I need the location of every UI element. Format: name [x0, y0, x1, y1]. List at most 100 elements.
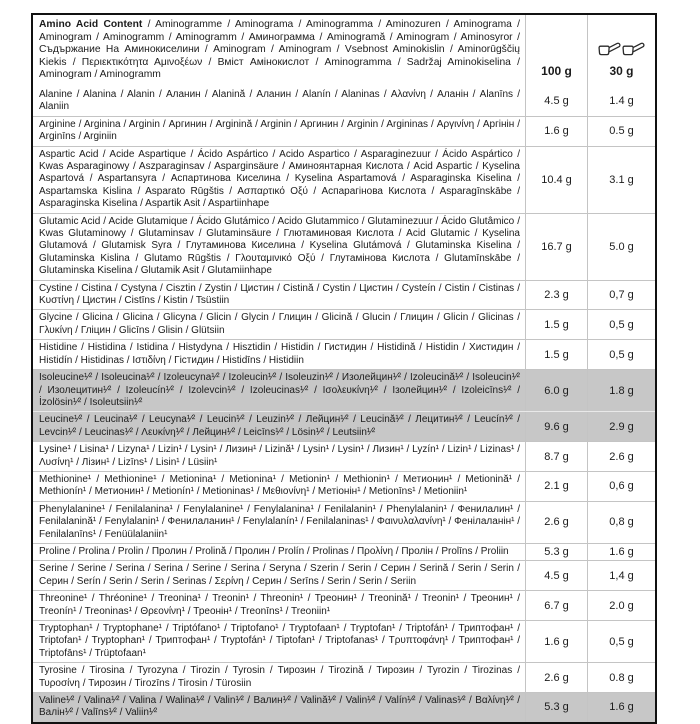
value-per-30g: 1.6 g	[587, 543, 655, 561]
column-header-100g-label: 100 g	[541, 63, 572, 78]
table-row: Serine / Serine / Serina / Serina / Seri…	[33, 560, 655, 591]
table-row: Threonine¹ / Thréonine¹ / Treonina¹ / Tr…	[33, 590, 655, 620]
value-per-30g: 0,5 g	[587, 340, 655, 370]
value-per-100g: 1.5 g	[525, 340, 587, 370]
column-header-100g: 100 g	[525, 15, 587, 87]
scoop-icon	[622, 39, 645, 58]
amino-acid-names-cell: Arginine / Arginina / Arginin / Аргинин …	[33, 117, 525, 146]
amino-acid-names: Phenylalanine¹ / Fenilalanina¹ / Fenylal…	[39, 503, 520, 540]
value-per-100g: 2.6 g	[525, 663, 587, 693]
amino-acid-names: Glutamic Acid / Acide Glutamique / Ácido…	[39, 215, 520, 277]
table-row: Alanine / Alanina / Alanin / Аланин / Al…	[33, 86, 655, 116]
amino-acid-names-cell: Glycine / Glicina / Glicina / Glicyna / …	[33, 310, 525, 339]
table-body: Alanine / Alanina / Alanin / Аланин / Al…	[33, 86, 655, 722]
amino-acid-names: Methionine¹ / Methionine¹ / Metionina¹ /…	[39, 473, 520, 498]
value-per-30g: 1,4 g	[587, 561, 655, 591]
table-row: Glutamic Acid / Acide Glutamique / Ácido…	[33, 212, 655, 280]
amino-acid-names: Leucine¹⁄² / Leucina¹⁄² / Leucyna¹⁄² / L…	[39, 414, 520, 438]
amino-acid-names: Proline / Prolina / Prolin / Пролин / Pr…	[39, 545, 509, 557]
table-title-bold: Amino Acid Content	[39, 19, 143, 30]
amino-acid-names-cell: Cystine / Cistina / Cystyna / Cisztin / …	[33, 281, 525, 310]
value-per-100g: 9.6 g	[525, 412, 587, 442]
value-per-30g: 3.1 g	[587, 146, 655, 213]
table-title-translations: / Aminogramme / Aminograma / Aminogramma…	[39, 19, 520, 81]
value-per-100g: 4.5 g	[525, 86, 587, 116]
table-row: Phenylalanine¹ / Fenilalanina¹ / Fenylal…	[33, 500, 655, 543]
amino-acid-names-cell: Glutamic Acid / Acide Glutamique / Ácido…	[33, 214, 525, 280]
table-row: Leucine¹⁄² / Leucina¹⁄² / Leucyna¹⁄² / L…	[33, 411, 655, 442]
value-per-100g: 2.3 g	[525, 280, 587, 310]
value-per-30g: 2.6 g	[587, 442, 655, 471]
value-per-30g: 1.8 g	[587, 370, 655, 412]
amino-acid-names: Alanine / Alanina / Alanin / Аланин / Al…	[39, 88, 520, 113]
table-row: Glycine / Glicina / Glicina / Glicyna / …	[33, 309, 655, 340]
value-per-100g: 8.7 g	[525, 442, 587, 471]
value-per-30g: 0.5 g	[587, 116, 655, 146]
value-per-30g: 0,6 g	[587, 471, 655, 501]
table-row: Isoleucine¹⁄² / Isoleucina¹⁄² / Izoleucy…	[33, 369, 655, 412]
value-per-30g: 1.4 g	[587, 86, 655, 116]
amino-acid-names-cell: Lysine¹ / Lisina¹ / Lizyna¹ / Lizin¹ / L…	[33, 442, 525, 471]
value-per-100g: 5.3 g	[525, 693, 587, 722]
amino-acid-names-cell: Proline / Prolina / Prolin / Пролин / Pr…	[33, 544, 525, 560]
amino-acid-names-cell: Histidine / Histidina / Istidina / Histy…	[33, 340, 525, 369]
amino-acid-names-cell: Tyrosine / Tirosina / Tyrozyna / Tirozin…	[33, 663, 525, 692]
column-header-30g-label: 30 g	[609, 63, 634, 78]
value-per-30g: 1.6 g	[587, 693, 655, 722]
value-per-30g: 0,5 g	[587, 621, 655, 663]
table-header-row: Amino Acid Content / Aminogramme / Amino…	[33, 15, 655, 87]
value-per-100g: 2.1 g	[525, 471, 587, 501]
value-per-100g: 10.4 g	[525, 146, 587, 213]
value-per-30g: 0.8 g	[587, 663, 655, 693]
table-row: Arginine / Arginina / Arginin / Аргинин …	[33, 115, 655, 146]
amino-acid-names: Arginine / Arginina / Arginin / Аргинин …	[39, 118, 520, 143]
value-per-30g: 0,8 g	[587, 501, 655, 543]
table-row: Tryptophan¹ / Tryptophane¹ / Triptófano¹…	[33, 620, 655, 663]
amino-acid-names-cell: Tryptophan¹ / Tryptophane¹ / Triptófano¹…	[33, 621, 525, 662]
table-row: Aspartic Acid / Acide Aspartique / Ácido…	[33, 145, 655, 213]
amino-acid-names-cell: Alanine / Alanina / Alanin / Аланин / Al…	[33, 87, 525, 116]
value-per-100g: 16.7 g	[525, 213, 587, 280]
value-per-30g: 2.9 g	[587, 412, 655, 442]
amino-acid-names: Serine / Serine / Serina / Serina / Seri…	[39, 563, 520, 587]
amino-acid-names: Tryptophan¹ / Tryptophane¹ / Triptófano¹…	[39, 623, 520, 659]
table-title: Amino Acid Content / Aminogramme / Amino…	[33, 15, 525, 87]
value-per-100g: 5.3 g	[525, 543, 587, 561]
value-per-100g: 1.6 g	[525, 621, 587, 663]
table-row: Tyrosine / Tirosina / Tyrozyna / Tirozin…	[33, 662, 655, 693]
column-header-30g: 30 g	[587, 15, 655, 87]
amino-acid-names: Tyrosine / Tirosina / Tyrozyna / Tirozin…	[39, 665, 520, 689]
table-row: Methionine¹ / Methionine¹ / Metionina¹ /…	[33, 470, 655, 501]
table-row: Histidine / Histidina / Istidina / Histy…	[33, 339, 655, 370]
amino-acid-names-cell: Leucine¹⁄² / Leucina¹⁄² / Leucyna¹⁄² / L…	[33, 412, 525, 441]
amino-acid-names: Aspartic Acid / Acide Aspartique / Ácido…	[39, 148, 520, 210]
amino-acid-names: Cystine / Cistina / Cystyna / Cisztin / …	[39, 282, 520, 307]
value-per-30g: 5.0 g	[587, 213, 655, 280]
amino-acid-names-cell: Isoleucine¹⁄² / Isoleucina¹⁄² / Izoleucy…	[33, 370, 525, 411]
table-row: Proline / Prolina / Prolin / Пролин / Pr…	[33, 542, 655, 561]
value-per-30g: 2.0 g	[587, 591, 655, 620]
amino-acid-names-cell: Methionine¹ / Methionine¹ / Metionina¹ /…	[33, 472, 525, 501]
amino-acid-names-cell: Valine¹⁄² / Valina¹⁄² / Valina / Walina¹…	[33, 693, 525, 722]
amino-acid-names-cell: Aspartic Acid / Acide Aspartique / Ácido…	[33, 147, 525, 213]
amino-acid-table: Amino Acid Content / Aminogramme / Amino…	[31, 13, 657, 724]
scoop-icon	[598, 39, 621, 58]
table-row: Lysine¹ / Lisina¹ / Lizyna¹ / Lizin¹ / L…	[33, 441, 655, 471]
amino-acid-names: Isoleucine¹⁄² / Isoleucina¹⁄² / Izoleucy…	[39, 372, 520, 408]
value-per-100g: 6.0 g	[525, 370, 587, 412]
amino-acid-names: Glycine / Glicina / Glicina / Glicyna / …	[39, 312, 520, 336]
amino-acid-names: Histidine / Histidina / Istidina / Histy…	[39, 342, 520, 366]
amino-acid-names: Threonine¹ / Thréonine¹ / Treonina¹ / Tr…	[39, 593, 520, 617]
amino-acid-names-cell: Threonine¹ / Thréonine¹ / Treonina¹ / Tr…	[33, 591, 525, 620]
table-row: Cystine / Cistina / Cystyna / Cisztin / …	[33, 279, 655, 310]
amino-acid-names: Lysine¹ / Lisina¹ / Lizyna¹ / Lizin¹ / L…	[39, 444, 520, 468]
table-row: Valine¹⁄² / Valina¹⁄² / Valina / Walina¹…	[33, 692, 655, 722]
value-per-100g: 4.5 g	[525, 561, 587, 591]
amino-acid-names-cell: Phenylalanine¹ / Fenilalanina¹ / Fenylal…	[33, 502, 525, 543]
amino-acid-names-cell: Serine / Serine / Serina / Serina / Seri…	[33, 561, 525, 590]
value-per-100g: 1.6 g	[525, 116, 587, 146]
value-per-100g: 6.7 g	[525, 591, 587, 620]
amino-acid-names: Valine¹⁄² / Valina¹⁄² / Valina / Walina¹…	[39, 695, 520, 719]
value-per-30g: 0,5 g	[587, 310, 655, 340]
value-per-100g: 2.6 g	[525, 501, 587, 543]
